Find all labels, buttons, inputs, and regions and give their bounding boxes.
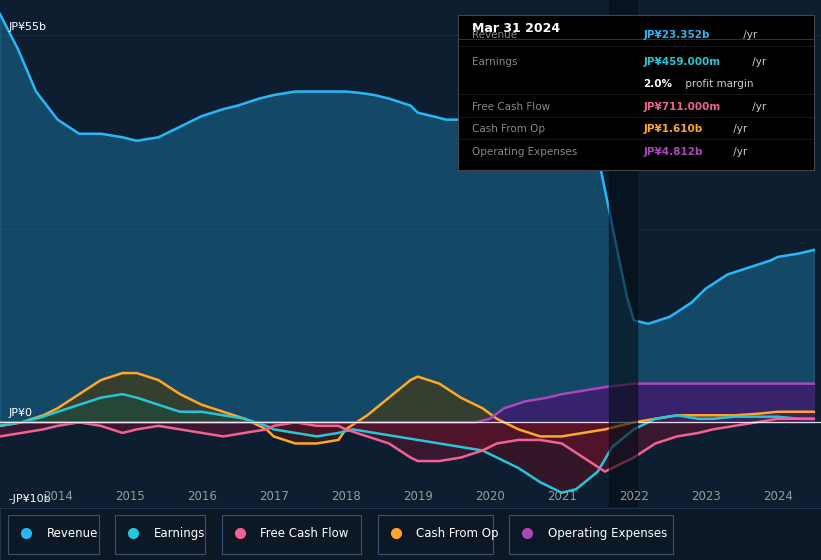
Bar (608, 0, 637, 507)
Text: JP¥23.352b: JP¥23.352b (644, 30, 710, 40)
Text: /yr: /yr (730, 147, 747, 157)
Text: JP¥711.000m: JP¥711.000m (644, 102, 721, 112)
Text: Cash From Op: Cash From Op (416, 527, 498, 540)
Text: JP¥459.000m: JP¥459.000m (644, 57, 721, 67)
Text: Revenue: Revenue (47, 527, 99, 540)
Text: JP¥4.812b: JP¥4.812b (644, 147, 703, 157)
Text: 2023: 2023 (691, 491, 721, 503)
Text: 2022: 2022 (619, 491, 649, 503)
Text: /yr: /yr (730, 124, 747, 134)
Text: 2.0%: 2.0% (644, 78, 672, 88)
Text: 2017: 2017 (259, 491, 289, 503)
Text: /yr: /yr (740, 30, 757, 40)
Text: Earnings: Earnings (472, 57, 518, 67)
Text: JP¥55b: JP¥55b (9, 22, 47, 32)
Text: Earnings: Earnings (154, 527, 205, 540)
Text: Operating Expenses: Operating Expenses (472, 147, 578, 157)
Text: 2019: 2019 (403, 491, 433, 503)
Text: 2014: 2014 (43, 491, 72, 503)
Text: 2015: 2015 (115, 491, 144, 503)
Text: Operating Expenses: Operating Expenses (548, 527, 667, 540)
Text: /yr: /yr (750, 102, 767, 112)
Text: 2018: 2018 (331, 491, 360, 503)
Text: 2024: 2024 (763, 491, 793, 503)
Text: JP¥0: JP¥0 (9, 408, 33, 418)
Text: Free Cash Flow: Free Cash Flow (472, 102, 551, 112)
Text: profit margin: profit margin (682, 78, 754, 88)
Text: 2021: 2021 (547, 491, 576, 503)
Text: -JP¥10b: -JP¥10b (9, 494, 51, 504)
Text: Mar 31 2024: Mar 31 2024 (472, 22, 561, 35)
Text: /yr: /yr (750, 57, 767, 67)
Text: Revenue: Revenue (472, 30, 517, 40)
Text: JP¥1.610b: JP¥1.610b (644, 124, 703, 134)
Text: Cash From Op: Cash From Op (472, 124, 545, 134)
Text: 2016: 2016 (186, 491, 217, 503)
Text: 2020: 2020 (475, 491, 505, 503)
Text: Free Cash Flow: Free Cash Flow (260, 527, 349, 540)
